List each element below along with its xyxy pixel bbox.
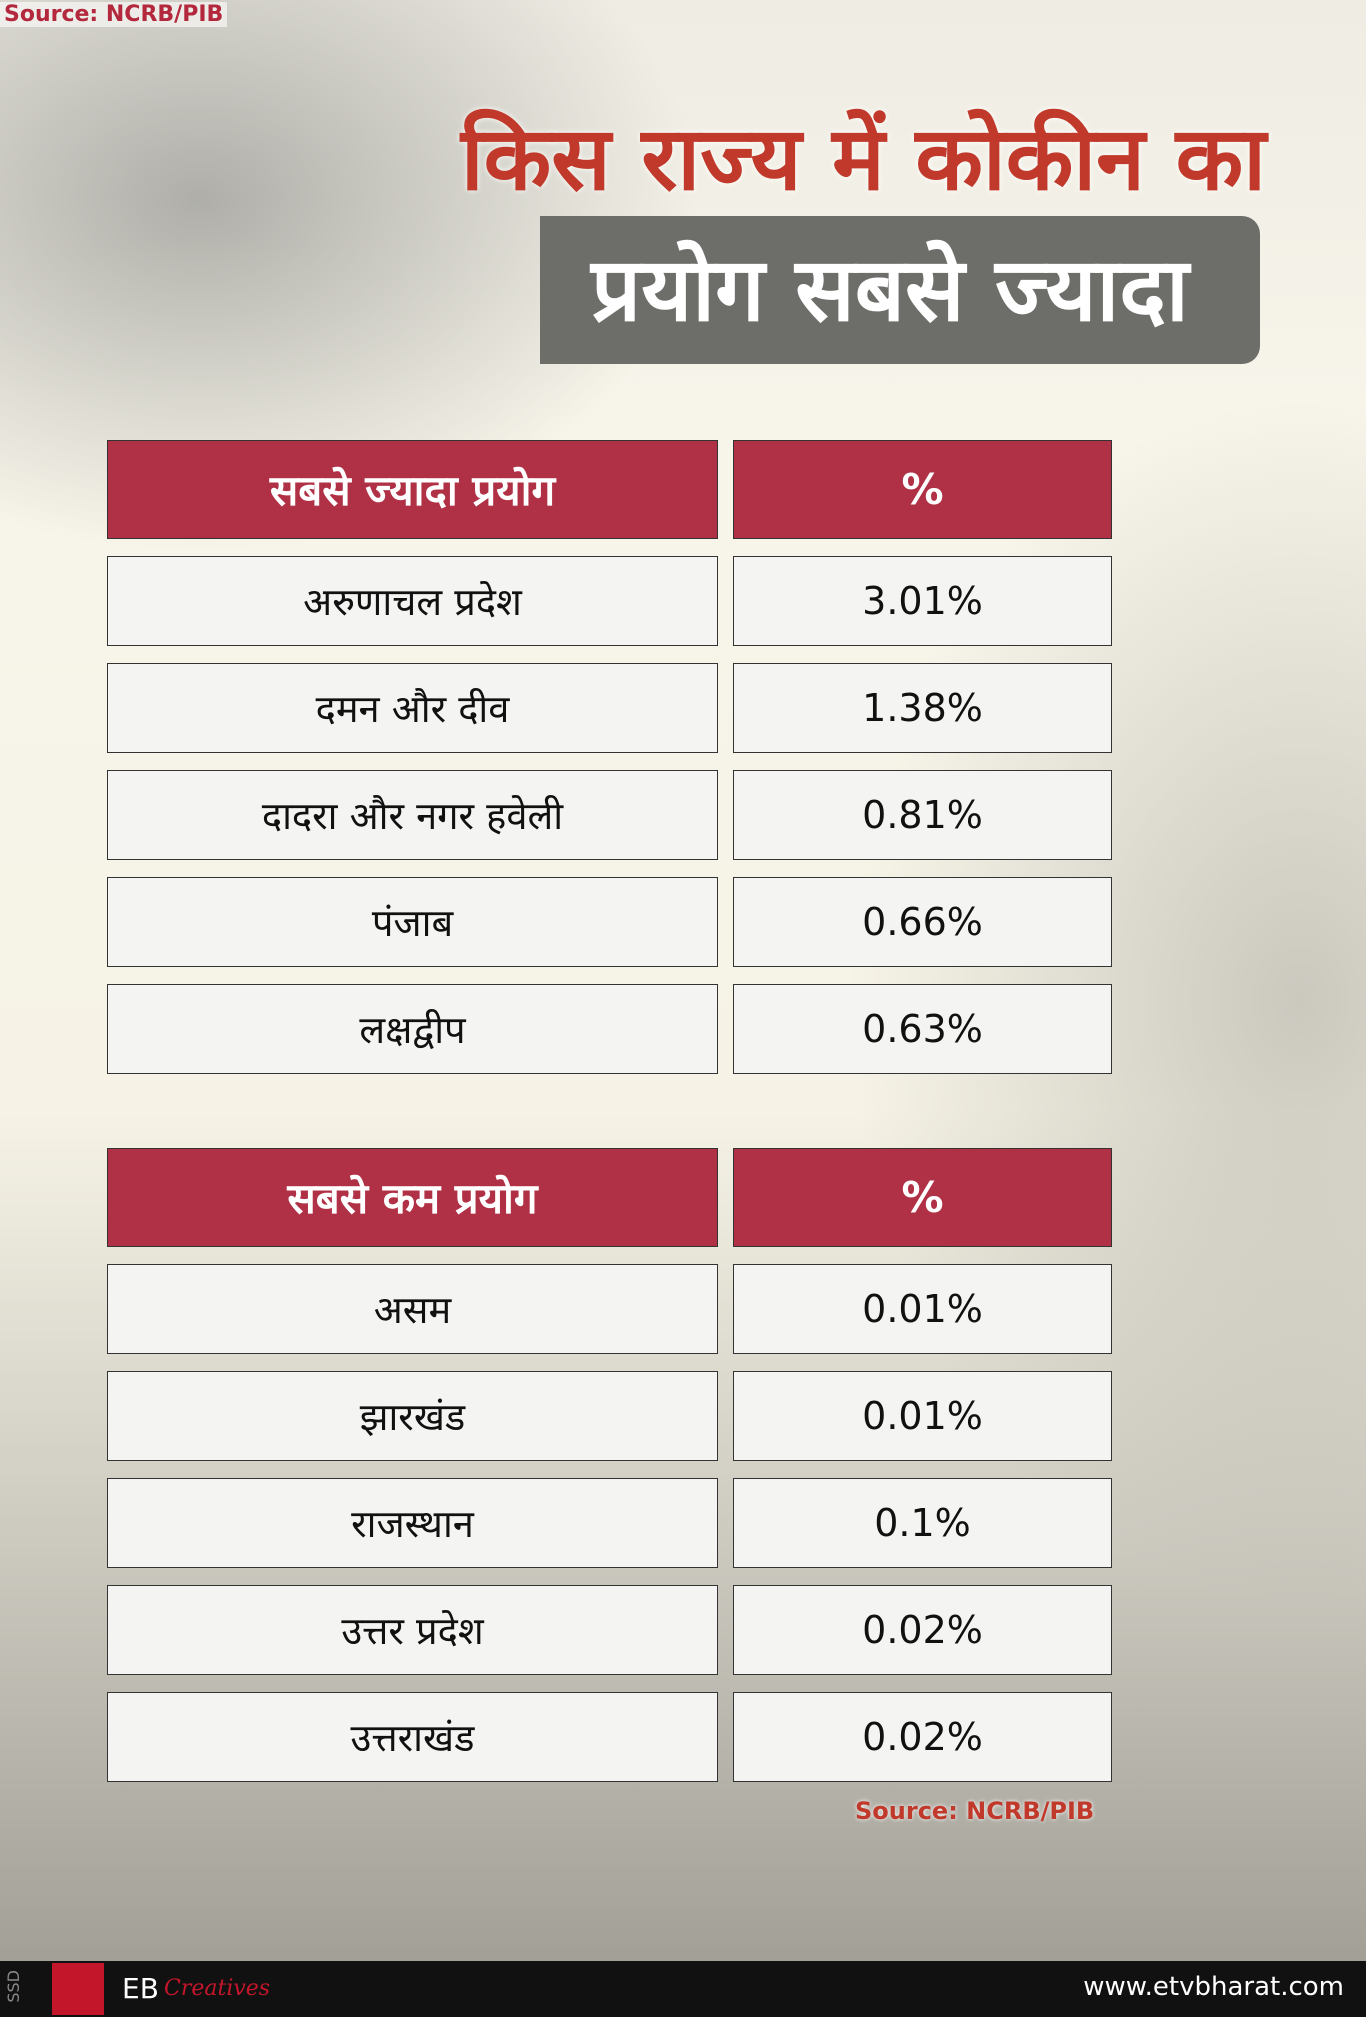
- percent-cell: 0.63%: [733, 984, 1112, 1074]
- state-cell: अरुणाचल प्रदेश: [107, 556, 718, 646]
- state-cell: दमन और दीव: [107, 663, 718, 753]
- state-cell: झारखंड: [107, 1371, 718, 1461]
- percent-cell: 1.38%: [733, 663, 1112, 753]
- footer-bar: [0, 1961, 1366, 2017]
- footer-website[interactable]: www.etvbharat.com: [1083, 1972, 1344, 2002]
- footer-side: SSD: [4, 1970, 23, 2003]
- logo: [52, 1963, 104, 2015]
- table-header: %: [733, 440, 1112, 539]
- title-line1: किस राज्य में कोकीन का: [460, 107, 1266, 210]
- percent-cell: 3.01%: [733, 556, 1112, 646]
- percent-cell: 0.02%: [733, 1585, 1112, 1675]
- title-line2: प्रयोग सबसे ज्यादा: [591, 238, 1189, 341]
- percent-cell: 0.01%: [733, 1371, 1112, 1461]
- table-header: सबसे ज्यादा प्रयोग: [107, 440, 718, 539]
- state-cell: उत्तर प्रदेश: [107, 1585, 718, 1675]
- state-cell: उत्तराखंड: [107, 1692, 718, 1782]
- state-cell: राजस्थान: [107, 1478, 718, 1568]
- footer-brand-sub: Creatives: [164, 1976, 271, 2001]
- state-cell: दादरा और नगर हवेली: [107, 770, 718, 860]
- table-header: %: [733, 1148, 1112, 1247]
- state-cell: लक्षद्वीप: [107, 984, 718, 1074]
- percent-cell: 0.02%: [733, 1692, 1112, 1782]
- percent-cell: 0.81%: [733, 770, 1112, 860]
- percent-cell: 0.66%: [733, 877, 1112, 967]
- state-cell: असम: [107, 1264, 718, 1354]
- footer-brand: EB: [122, 1972, 159, 2005]
- percent-cell: 0.1%: [733, 1478, 1112, 1568]
- percent-cell: 0.01%: [733, 1264, 1112, 1354]
- title-box: [540, 216, 1260, 364]
- state-cell: पंजाब: [107, 877, 718, 967]
- source-bottom: Source: NCRB/PIB: [855, 1797, 1095, 1825]
- source-top: Source: NCRB/PIB: [0, 2, 228, 27]
- table-header: सबसे कम प्रयोग: [107, 1148, 718, 1247]
